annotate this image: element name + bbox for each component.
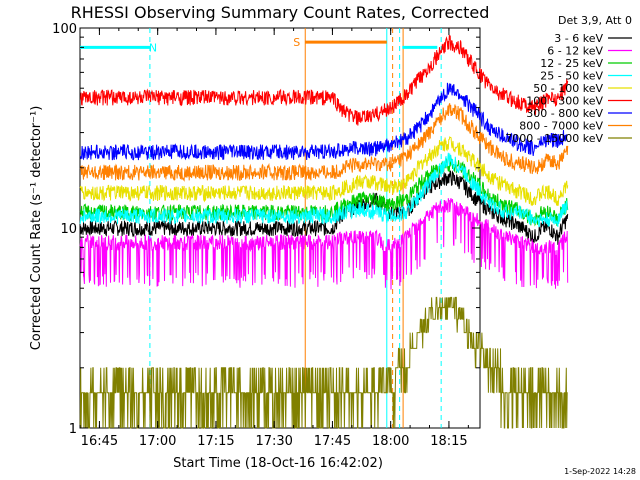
y-tick-label: 1 [69,422,77,437]
x-tick-label: 17:15 [197,434,234,449]
series-line-4 [79,136,569,207]
legend-label: 300 - 800 keV [526,107,603,120]
x-tick-label: 16:45 [81,434,118,449]
x-tick-label: 18:00 [372,434,409,449]
y-axis-label: Corrected Count Rate (s⁻¹ detector⁻¹) [29,106,44,351]
annotation-label: S [293,36,300,49]
x-tick-label: 17:00 [139,434,176,449]
series-line-5 [79,34,569,126]
series-line-8 [79,296,568,429]
legend-header: Det 3,9, Att 0 [558,14,632,27]
series-line-0 [79,170,569,245]
date-stamp: 1-Sep-2022 14:28 [564,467,636,476]
legend-label: 50 - 100 keV [533,82,603,95]
chart-title: RHESSI Observing Summary Count Rates, Co… [71,3,490,22]
y-tick-label: 10 [60,222,77,237]
legend-label: 25 - 50 keV [540,70,603,83]
legend-label: 100 - 300 keV [526,95,603,108]
axes-group: 16:45 17:00 17:15 17:30 17:45 18:00 18:15 1 10 10… [52,22,480,449]
y-tick-label: 100 [52,22,77,37]
series-line-6 [79,82,568,161]
series-line-7 [79,103,569,182]
x-axis-label: Start Time (18-Oct-16 16:42:02) [173,456,383,471]
legend-label: 6 - 12 keV [547,45,603,58]
x-tick-label: 18:15 [430,434,467,449]
legend-label: 3 - 6 keV [554,32,603,45]
annotation-label: N [149,41,157,54]
legend-label: 800 - 7000 keV [519,120,603,133]
legend-label: 7000 - 15000 keV [505,132,603,145]
legend-label: 12 - 25 keV [540,57,603,70]
x-tick-label: 17:30 [255,434,292,449]
x-tick-label: 17:45 [314,434,351,449]
series-line-1 [79,198,569,290]
series-line-3 [79,152,569,228]
series-group [79,34,569,429]
